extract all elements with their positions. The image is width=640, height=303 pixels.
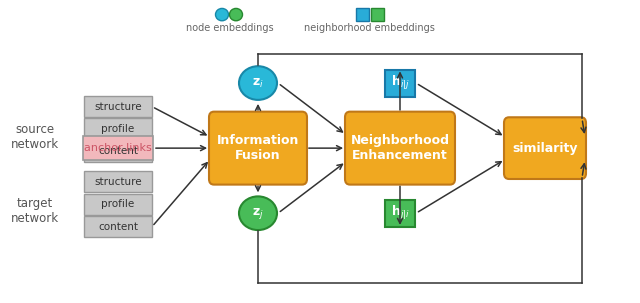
- FancyBboxPatch shape: [345, 112, 455, 185]
- FancyBboxPatch shape: [84, 194, 152, 215]
- Text: $\mathbf{z}_i$: $\mathbf{z}_i$: [252, 76, 264, 90]
- Text: similarity: similarity: [512, 142, 578, 155]
- Text: Information
Fusion: Information Fusion: [217, 134, 299, 162]
- Text: Neighborhood
Enhancement: Neighborhood Enhancement: [351, 134, 449, 162]
- Text: structure: structure: [94, 102, 142, 112]
- FancyBboxPatch shape: [385, 70, 415, 97]
- FancyBboxPatch shape: [504, 117, 586, 179]
- FancyBboxPatch shape: [84, 171, 152, 192]
- FancyBboxPatch shape: [385, 200, 415, 227]
- Text: $\mathbf{h}_{i|j}$: $\mathbf{h}_{i|j}$: [390, 74, 410, 92]
- Text: node embeddings: node embeddings: [186, 23, 274, 33]
- FancyBboxPatch shape: [83, 136, 153, 161]
- Text: $\mathbf{z}_j$: $\mathbf{z}_j$: [252, 206, 264, 221]
- Text: anchor links: anchor links: [84, 143, 152, 153]
- FancyBboxPatch shape: [209, 112, 307, 185]
- Ellipse shape: [239, 196, 277, 230]
- FancyBboxPatch shape: [84, 118, 152, 140]
- FancyBboxPatch shape: [84, 141, 152, 162]
- Text: content: content: [98, 222, 138, 232]
- Text: target
network: target network: [11, 197, 59, 225]
- FancyBboxPatch shape: [371, 8, 384, 21]
- FancyBboxPatch shape: [84, 96, 152, 117]
- Text: neighborhood embeddings: neighborhood embeddings: [303, 23, 435, 33]
- Ellipse shape: [216, 8, 228, 21]
- Ellipse shape: [230, 8, 243, 21]
- FancyBboxPatch shape: [84, 216, 152, 237]
- Text: profile: profile: [101, 199, 134, 209]
- Text: source
network: source network: [11, 123, 59, 151]
- Text: structure: structure: [94, 177, 142, 187]
- Text: content: content: [98, 146, 138, 157]
- Ellipse shape: [239, 66, 277, 100]
- Text: $\mathbf{h}_{j|i}$: $\mathbf{h}_{j|i}$: [390, 204, 410, 222]
- FancyBboxPatch shape: [356, 8, 369, 21]
- Text: profile: profile: [101, 124, 134, 134]
